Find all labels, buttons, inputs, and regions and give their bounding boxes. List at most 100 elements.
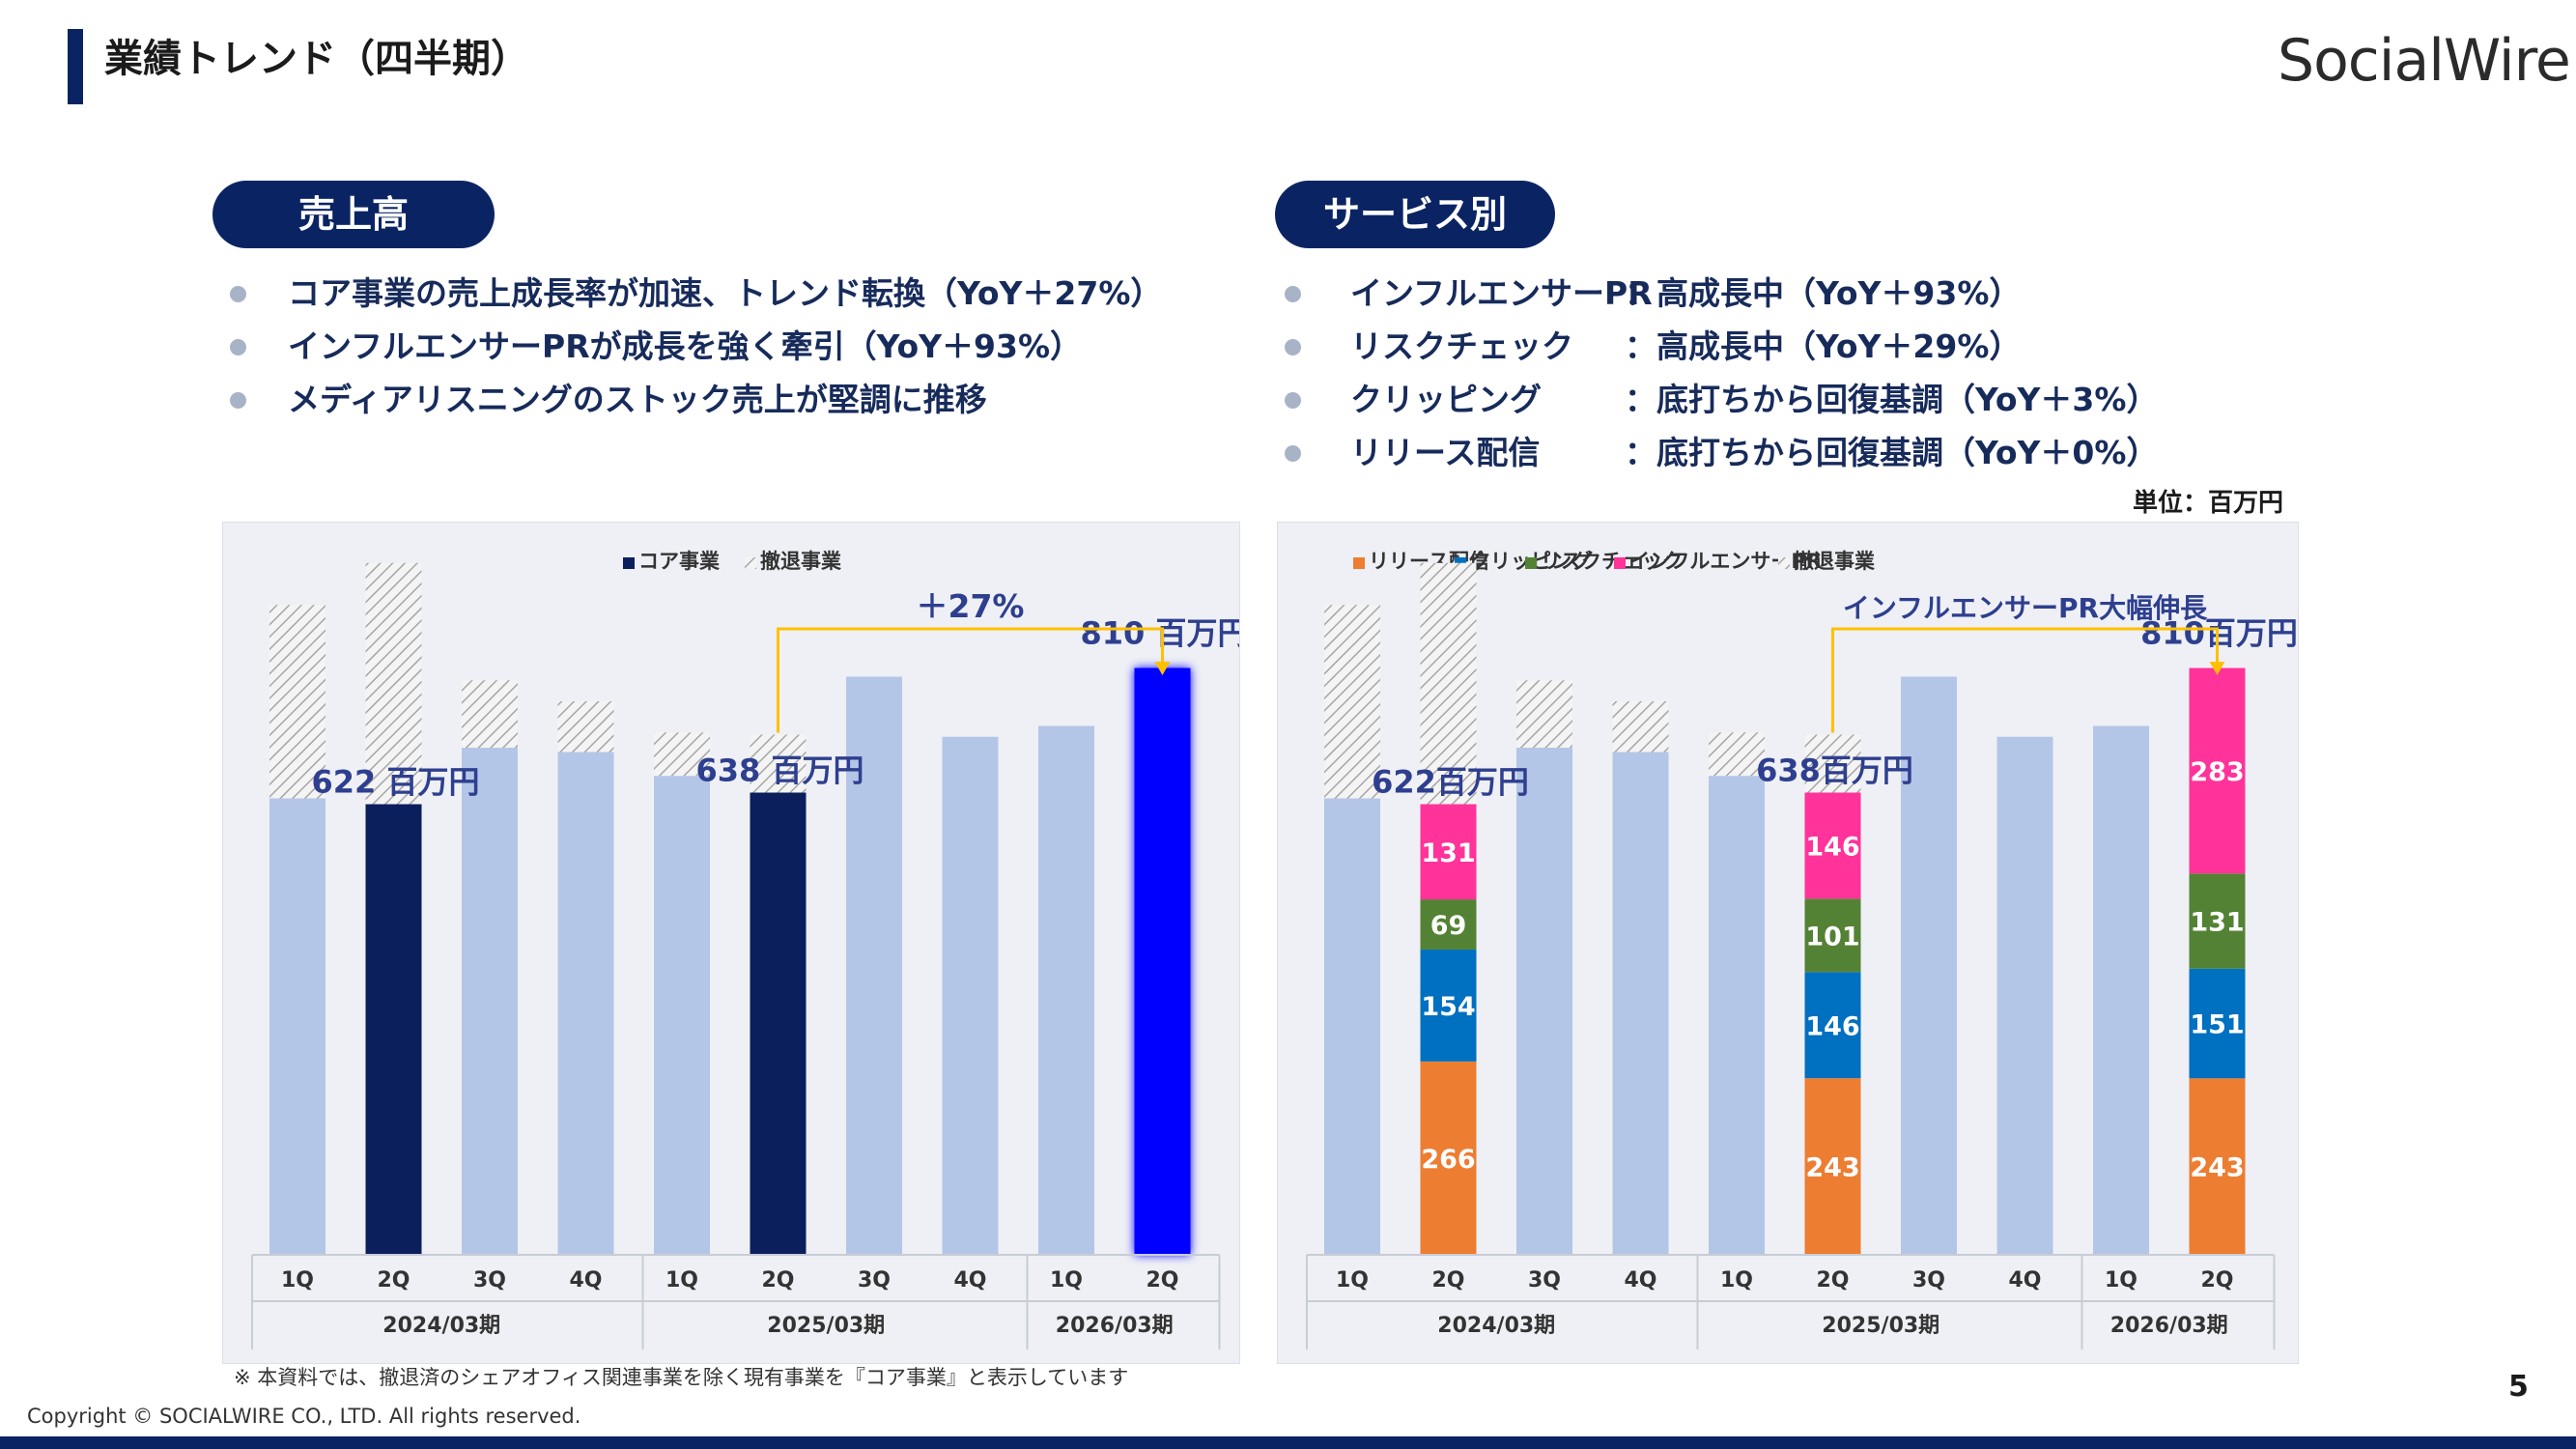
x-tick-label: 1Q	[1720, 1268, 1753, 1293]
bar-core-business	[2093, 725, 2149, 1255]
x-group-label: 2026/03期	[2110, 1314, 2228, 1338]
bar-core-business	[1324, 798, 1380, 1255]
x-group-label: 2025/03期	[767, 1314, 885, 1338]
x-tick-label: 1Q	[665, 1268, 698, 1293]
page-title: 業績トレンド（四半期）	[104, 37, 529, 81]
x-tick-label: 4Q	[1624, 1268, 1656, 1293]
section-pill-revenue: 売上高	[212, 181, 495, 248]
bar-segment-label: 283	[2190, 757, 2244, 787]
bar-exited-business	[1612, 701, 1669, 753]
bar-segment	[1420, 949, 1477, 1062]
x-tick-label: 4Q	[569, 1268, 602, 1293]
total-value-label: 810 百万円	[1081, 615, 1239, 652]
unit-label: 単位：百万円	[2133, 489, 2284, 518]
bar-exited-business	[269, 605, 326, 799]
bullet-dot-icon	[1285, 339, 1301, 355]
x-tick-label: 2Q	[1816, 1268, 1849, 1293]
page-number: 5	[2508, 1370, 2529, 1404]
bar-segment	[1804, 898, 1861, 973]
bar-segment	[1804, 792, 1861, 899]
title-accent-bar	[68, 29, 83, 104]
x-tick-label: 1Q	[1050, 1268, 1083, 1293]
bar-core-business	[1516, 748, 1572, 1255]
bar-segment-label: 101	[1805, 922, 1859, 952]
bar-core-business	[846, 676, 902, 1255]
bar-exited-business	[750, 734, 807, 793]
x-tick-label: 3Q	[473, 1268, 506, 1293]
bar-exited-business	[365, 562, 422, 805]
x-tick-label: 1Q	[2105, 1268, 2137, 1293]
bullet-dot-icon	[230, 339, 246, 355]
bar-core-business	[654, 776, 710, 1255]
bar-core-business	[1901, 676, 1957, 1255]
bar-segment	[1420, 804, 1477, 900]
legend-label: 撤退事業	[1794, 550, 1876, 573]
bar-segment-label: 131	[1421, 838, 1475, 868]
bar-exited-business	[1804, 734, 1861, 793]
growth-arrow-line	[1831, 627, 2219, 733]
x-tick-label: 3Q	[1912, 1268, 1945, 1293]
x-group-label: 2024/03期	[382, 1314, 500, 1338]
bullet-dot-icon	[1285, 392, 1301, 409]
bullet-dot-icon	[1285, 286, 1301, 302]
bar-segment-label: 243	[1805, 1153, 1859, 1183]
bar-core-business	[1038, 725, 1094, 1255]
total-value-label: 622 百万円	[312, 764, 480, 801]
bar-segment	[2189, 968, 2246, 1079]
legend-swatch	[1614, 557, 1626, 569]
legend-core-swatch	[623, 557, 635, 569]
growth-annotation: ＋27%	[917, 587, 1025, 625]
revenue-chart-panel: コア事業 撤退事業 622 百万円 638 百万円 810 百万円 ＋27% 1Q 2Q 3Q 4…	[222, 522, 1248, 1364]
total-value-label: 638 百万円	[696, 753, 864, 789]
growth-annotation: インフルエンサーPR大幅伸長	[1843, 592, 2208, 624]
bottom-bar	[0, 1436, 2576, 1449]
bar-core-business	[269, 798, 326, 1255]
bar-exited-business	[1324, 605, 1380, 799]
x-tick-label: 1Q	[281, 1268, 314, 1293]
total-value-label: 622百万円	[1372, 764, 1529, 801]
arrow-head-icon	[1154, 662, 1171, 675]
bar-segment	[2189, 668, 2246, 874]
copyright: Copyright © SOCIALWIRE CO., LTD. All rig…	[27, 1405, 581, 1428]
legend-swatch	[1353, 557, 1365, 569]
bullet-dot-icon	[230, 392, 246, 409]
legend-hatch-swatch	[745, 557, 756, 569]
bar-segment-label: 146	[1805, 832, 1859, 862]
bar-segment-label: 151	[2190, 1010, 2244, 1040]
bar-segment-label: 154	[1421, 992, 1475, 1022]
bar-exited-business	[462, 680, 518, 748]
x-group-label: 2025/03期	[1822, 1314, 1939, 1338]
bar-core-business	[1134, 668, 1191, 1255]
revenue-chart: コア事業 撤退事業 622 百万円 638 百万円 810 百万円 ＋27% 1Q 2Q 3Q 4…	[251, 550, 1248, 1350]
bar-core-business	[750, 792, 807, 1255]
total-value-label: 638百万円	[1756, 753, 1913, 789]
bar-exited-business	[557, 701, 614, 753]
footnote: ※ 本資料では、撤退済のシェアオフィス関連事業を除く現有事業を『コア事業』と表示…	[234, 1366, 1129, 1389]
x-tick-label: 3Q	[858, 1268, 891, 1293]
bar-segment	[1420, 1061, 1477, 1255]
legend-hatch-label: 撤退事業	[760, 550, 842, 573]
x-group-label: 2026/03期	[1056, 1314, 1174, 1338]
bar-core-business	[462, 748, 518, 1255]
bullet-item: リスクチェック ：高成長中（YoY＋29%）	[1285, 320, 2250, 373]
bullet-item: コア事業の売上成長率が加速、トレンド転換（YoY＋27%）	[230, 267, 1196, 320]
bullet-item: インフルエンサーPR ：高成長中（YoY＋93%）	[1285, 267, 2250, 320]
bullet-item: クリッピング ：底打ちから回復基調（YoY＋3%）	[1285, 373, 2250, 426]
bullet-item: リリース配信 ：底打ちから回復基調（YoY＋0%）	[1285, 426, 2250, 479]
section-pill-service: サービス別	[1275, 181, 1555, 248]
x-tick-label: 2Q	[2200, 1268, 2233, 1293]
x-tick-label: 2Q	[761, 1268, 794, 1293]
bar-segment-label: 146	[1805, 1011, 1859, 1041]
total-value-label: 810百万円	[2140, 615, 2298, 652]
bar-core-business	[1709, 776, 1765, 1255]
bar-segment-label: 243	[2190, 1153, 2244, 1183]
bullet-item: メディアリスニングのストック売上が堅調に推移	[230, 373, 1196, 426]
bar-core-business	[557, 752, 614, 1255]
bar-segment	[1804, 1078, 1861, 1255]
bar-core-business	[365, 804, 422, 1255]
legend-core-label: コア事業	[638, 550, 721, 573]
service-chart: リリース配信クリッピングリスクチェックインフルエンサーPR撤退事業2661546…	[1306, 550, 2298, 1350]
bar-segment-label: 266	[1421, 1145, 1475, 1175]
x-tick-label: 4Q	[2008, 1268, 2041, 1293]
bar-segment-label: 131	[2190, 908, 2244, 938]
